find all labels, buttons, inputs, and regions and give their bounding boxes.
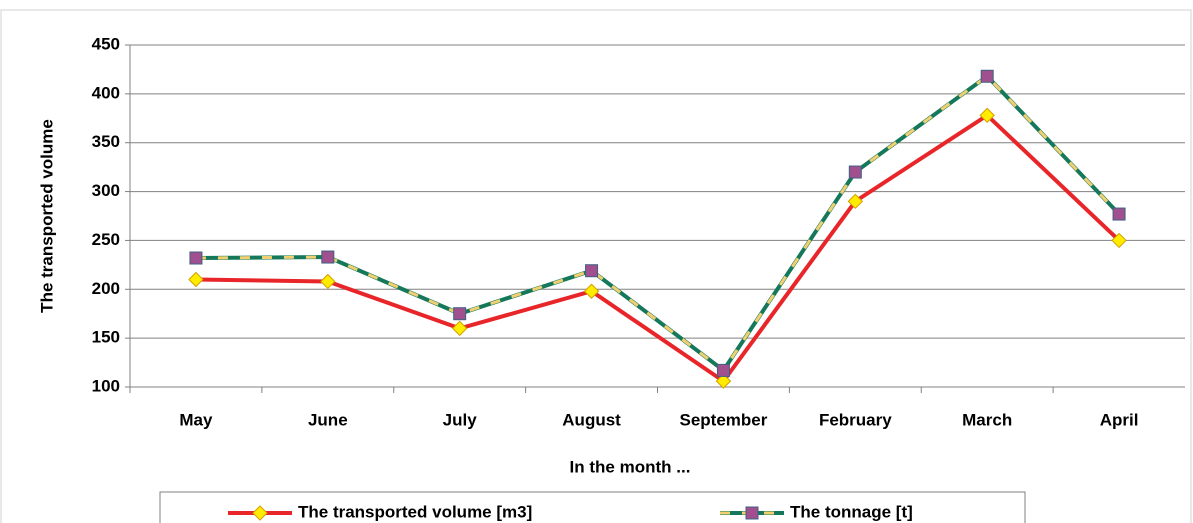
marker bbox=[583, 283, 600, 299]
x-tick-label: July bbox=[443, 410, 478, 429]
series-line bbox=[195, 112, 1121, 384]
legend-box bbox=[159, 491, 1026, 523]
y-tick-label: 400 bbox=[92, 83, 120, 102]
marker bbox=[189, 251, 203, 265]
y-tick-label: 150 bbox=[92, 328, 120, 347]
marker bbox=[847, 193, 864, 210]
marker bbox=[252, 505, 268, 521]
marker bbox=[320, 273, 336, 290]
y-tick-label: 300 bbox=[92, 181, 120, 200]
y-tick-label: 100 bbox=[92, 376, 120, 395]
x-tick-label: February bbox=[819, 410, 892, 429]
marker bbox=[980, 69, 994, 83]
legend-label: The transported volume [m3] bbox=[298, 502, 532, 521]
x-tick-label: September bbox=[680, 410, 768, 429]
legend-label: The tonnage [t] bbox=[790, 502, 913, 521]
marker bbox=[848, 165, 862, 179]
x-axis-label: In the month ... bbox=[570, 457, 691, 476]
marker bbox=[451, 320, 468, 337]
marker bbox=[716, 363, 730, 377]
marker bbox=[1111, 232, 1127, 249]
y-axis-label: The transported volume bbox=[37, 119, 56, 313]
marker bbox=[745, 506, 759, 520]
x-tick-label: June bbox=[308, 410, 348, 429]
x-tick-label: August bbox=[562, 410, 621, 429]
series-line-dash bbox=[195, 74, 1121, 373]
y-tick-label: 350 bbox=[92, 132, 120, 151]
marker bbox=[321, 250, 335, 264]
marker bbox=[188, 271, 204, 288]
marker bbox=[1112, 207, 1126, 221]
y-tick-label: 200 bbox=[92, 279, 120, 298]
y-tick-label: 250 bbox=[92, 230, 120, 249]
marker bbox=[715, 373, 732, 389]
marker bbox=[979, 107, 995, 124]
x-tick-label: March bbox=[962, 410, 1012, 429]
x-tick-label: May bbox=[179, 410, 213, 429]
marker bbox=[453, 307, 467, 321]
y-tick-label: 450 bbox=[92, 34, 120, 53]
marker bbox=[585, 264, 599, 278]
x-tick-label: April bbox=[1100, 410, 1139, 429]
